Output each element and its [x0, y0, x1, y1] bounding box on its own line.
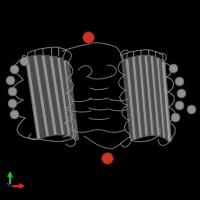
- Point: [179, 91, 183, 95]
- Polygon shape: [53, 56, 68, 136]
- Polygon shape: [132, 57, 143, 138]
- Polygon shape: [122, 60, 134, 140]
- Polygon shape: [49, 56, 65, 135]
- Polygon shape: [66, 62, 79, 140]
- Point: [177, 103, 181, 107]
- Polygon shape: [33, 55, 49, 137]
- Point: [8, 78, 12, 82]
- Polygon shape: [161, 61, 171, 142]
- Polygon shape: [60, 59, 74, 137]
- Polygon shape: [144, 55, 155, 136]
- Polygon shape: [25, 57, 41, 139]
- Point: [22, 59, 26, 63]
- Polygon shape: [135, 56, 146, 137]
- Polygon shape: [129, 57, 140, 139]
- Polygon shape: [125, 59, 137, 140]
- Polygon shape: [29, 56, 45, 138]
- Polygon shape: [159, 59, 169, 140]
- Point: [173, 115, 177, 119]
- Point: [171, 66, 175, 70]
- Polygon shape: [57, 57, 71, 136]
- Polygon shape: [45, 55, 61, 135]
- Polygon shape: [41, 55, 57, 135]
- Polygon shape: [138, 55, 149, 136]
- Point: [12, 67, 16, 71]
- Point: [177, 79, 181, 83]
- Polygon shape: [141, 55, 152, 136]
- Polygon shape: [156, 58, 167, 138]
- Point: [189, 107, 193, 111]
- Point: [12, 112, 16, 116]
- Point: [10, 89, 14, 93]
- Point: [10, 101, 14, 105]
- Polygon shape: [150, 56, 161, 136]
- Polygon shape: [147, 55, 158, 136]
- Polygon shape: [153, 57, 164, 137]
- Point: [105, 156, 109, 160]
- Polygon shape: [63, 60, 77, 139]
- Polygon shape: [37, 55, 53, 136]
- Point: [86, 35, 90, 39]
